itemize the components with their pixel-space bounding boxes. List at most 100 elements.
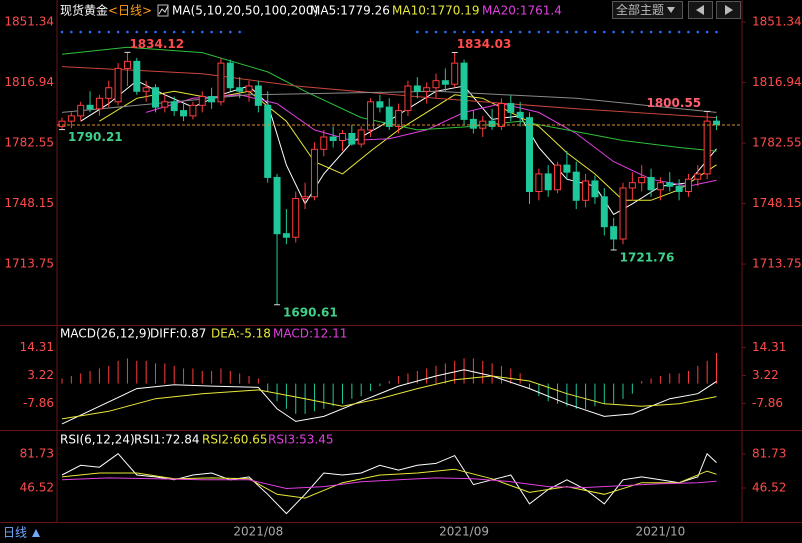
event-dot	[677, 30, 681, 34]
legend-entry: RSI3:53.45	[268, 433, 334, 447]
candle-body	[273, 176, 281, 235]
y-tick-label: 1782.55	[4, 136, 54, 150]
icon-line	[158, 5, 169, 15]
annotation-label: 1834.03	[457, 37, 512, 51]
event-dot	[70, 30, 73, 34]
event-dot	[696, 30, 700, 34]
event-dot	[88, 30, 92, 34]
candle-body	[170, 101, 178, 112]
candle-body	[282, 233, 290, 238]
ma-line	[80, 80, 717, 216]
candle-body	[339, 132, 346, 142]
y-tick-label: 3.22	[27, 368, 54, 382]
event-dot	[518, 30, 522, 34]
event-dot	[537, 30, 541, 34]
y-tick-label: 14.31	[20, 340, 54, 354]
legend-entry: RSI1:72.84	[134, 433, 200, 447]
y-tick-label: -7.86	[752, 396, 783, 410]
candle-body	[320, 136, 328, 150]
event-dot	[107, 30, 111, 34]
event-dot	[144, 30, 148, 34]
candle-body	[67, 115, 75, 122]
dropdown-icon	[667, 7, 675, 13]
indicator-icon[interactable]	[157, 4, 169, 17]
candle-body	[666, 182, 674, 187]
candle-body	[460, 62, 468, 120]
event-dot	[416, 30, 419, 34]
rsi-line	[61, 477, 717, 490]
instrument-title: 现货黄金	[60, 3, 108, 18]
candle-body	[703, 120, 711, 175]
macd-title: MACD(26,12,9)	[60, 327, 151, 341]
candle-body	[105, 87, 113, 99]
candle-body	[376, 101, 384, 108]
event-dot	[425, 30, 428, 34]
candle-body	[58, 120, 66, 127]
candle-body	[628, 182, 636, 189]
x-tick-label: 2021/10	[635, 525, 685, 539]
candle-body	[469, 118, 477, 129]
candle-body	[675, 185, 683, 193]
macd-line	[61, 375, 717, 420]
y-tick-label: 1748.15	[4, 196, 54, 210]
candle-body	[423, 87, 431, 92]
candle-body	[77, 104, 85, 117]
candle-body	[226, 62, 234, 89]
y-tick-label: 14.31	[752, 340, 786, 354]
period-button[interactable]: 日线	[3, 526, 40, 540]
rsi-title: RSI(6,12,24)	[60, 433, 135, 447]
event-dot	[434, 30, 438, 34]
event-dot	[79, 30, 82, 34]
x-tick-label: 2021/09	[439, 525, 489, 539]
candle-body	[357, 129, 365, 145]
event-dot	[98, 30, 101, 34]
next-button[interactable]	[716, 1, 741, 19]
event-dot	[453, 30, 457, 34]
candle-body	[694, 173, 702, 180]
event-dot	[472, 30, 475, 34]
candle-body	[554, 164, 562, 191]
legend-entry: DIFF:0.87	[150, 327, 206, 341]
event-dot	[444, 30, 447, 34]
candle-body	[591, 180, 599, 198]
annotation-label: 1800.55	[646, 96, 701, 110]
candle-body	[198, 96, 206, 106]
event-dot	[640, 30, 643, 34]
candle-body	[713, 120, 720, 126]
event-dot	[556, 30, 559, 34]
candle-body	[348, 132, 356, 145]
event-dot	[574, 30, 578, 34]
candle-body	[684, 178, 692, 193]
candle-body	[507, 103, 515, 113]
macd-line	[61, 369, 717, 425]
candle-body	[329, 136, 337, 142]
y-tick-label: 1713.75	[752, 257, 802, 271]
legend-entry: DEA:-5.18	[211, 327, 271, 341]
expand-icon	[32, 529, 40, 537]
y-tick-label: 1816.94	[752, 75, 802, 89]
candle-body	[292, 198, 300, 238]
y-tick-label: 46.52	[20, 480, 54, 494]
y-tick-label: 1713.75	[4, 257, 54, 271]
candle-body	[563, 164, 571, 173]
candle-body	[488, 120, 496, 127]
event-dot	[182, 30, 185, 34]
candle-body	[610, 226, 618, 240]
theme-button[interactable]: 全部主题	[612, 1, 683, 19]
candle-body	[133, 60, 141, 92]
event-dot	[621, 30, 625, 34]
period-label: <日线>	[108, 4, 152, 18]
annotation-label: 1690.61	[283, 305, 338, 319]
candle-body	[572, 171, 580, 201]
event-dot	[238, 30, 241, 34]
legend-entry: MA10:1770.19	[392, 4, 480, 18]
event-dot	[229, 30, 232, 34]
prev-button[interactable]	[688, 1, 713, 19]
event-dot	[649, 30, 653, 34]
candle-body	[86, 104, 94, 110]
candle-body	[647, 176, 655, 191]
event-dot	[659, 30, 662, 34]
event-dot	[715, 30, 718, 34]
